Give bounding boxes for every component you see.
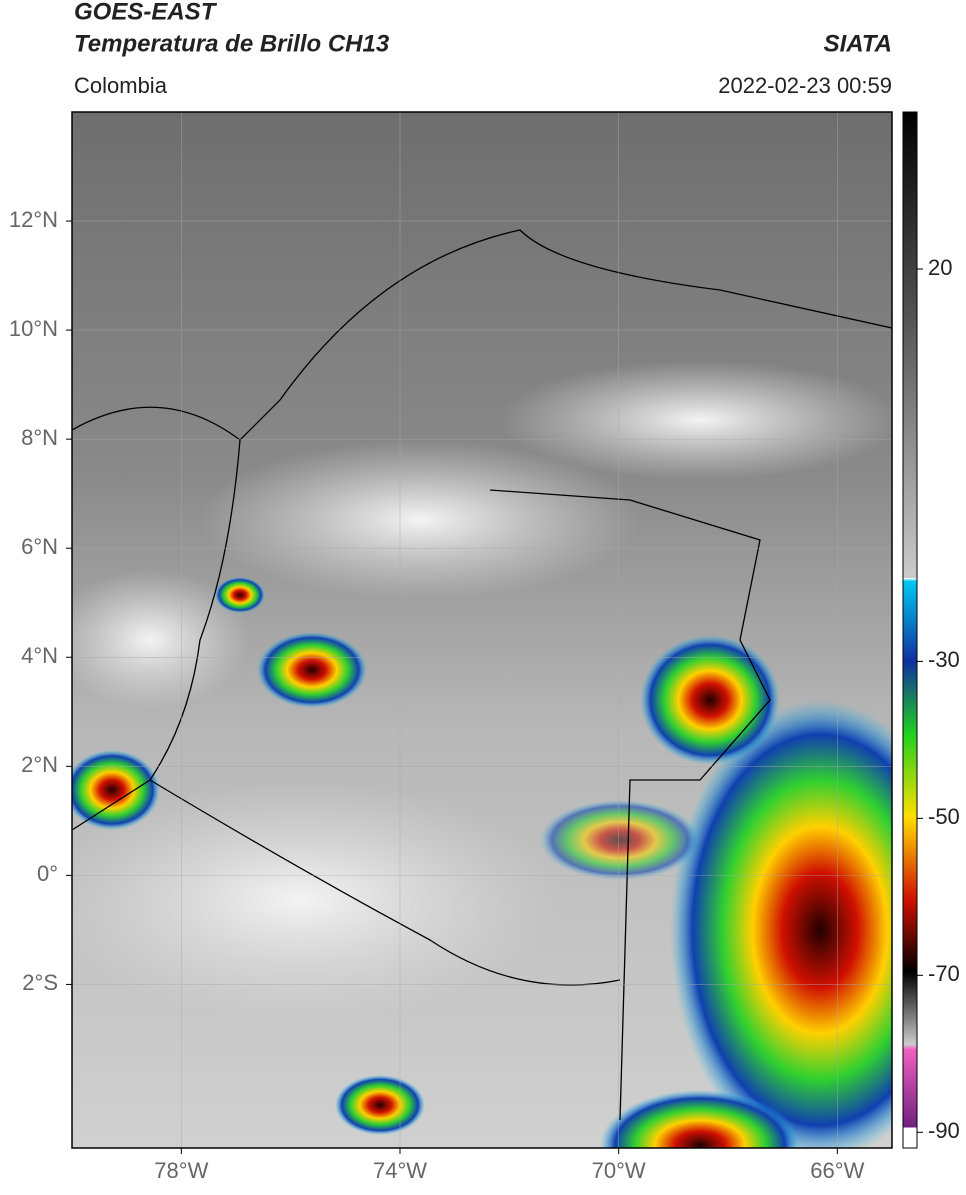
title: GOES-EAST [74,0,218,25]
satellite-image [72,112,892,1148]
y-tick-label: 10°N [9,316,58,341]
y-tick-label: 0° [37,861,58,886]
colorbar-tick-label: -50 [928,804,960,829]
region: Colombia [74,73,168,98]
colorbar-tick-label: 20 [928,255,952,280]
map-frame [71,111,893,1149]
colorbar-tick-label: -30 [928,647,960,672]
datetime: 2022-02-23 00:59 [718,73,892,98]
colorbar-tick-label: -90 [928,1118,960,1143]
subtitle: Temperatura de Brillo CH13 [74,30,390,57]
y-tick-label: 12°N [9,207,58,232]
y-tick-label: 8°N [21,425,58,450]
x-tick-label: 78°W [154,1158,208,1183]
x-tick-label: 74°W [373,1158,427,1183]
y-tick-label: 6°N [21,534,58,559]
x-tick-label: 70°W [592,1158,646,1183]
colorbar [902,111,918,1149]
x-tick-label: 66°W [810,1158,864,1183]
y-tick-label: 2°N [21,752,58,777]
source: SIATA [824,30,892,57]
y-tick-label: 4°N [21,643,58,668]
y-tick-label: 2°S [22,970,58,995]
colorbar-tick-label: -70 [928,961,960,986]
